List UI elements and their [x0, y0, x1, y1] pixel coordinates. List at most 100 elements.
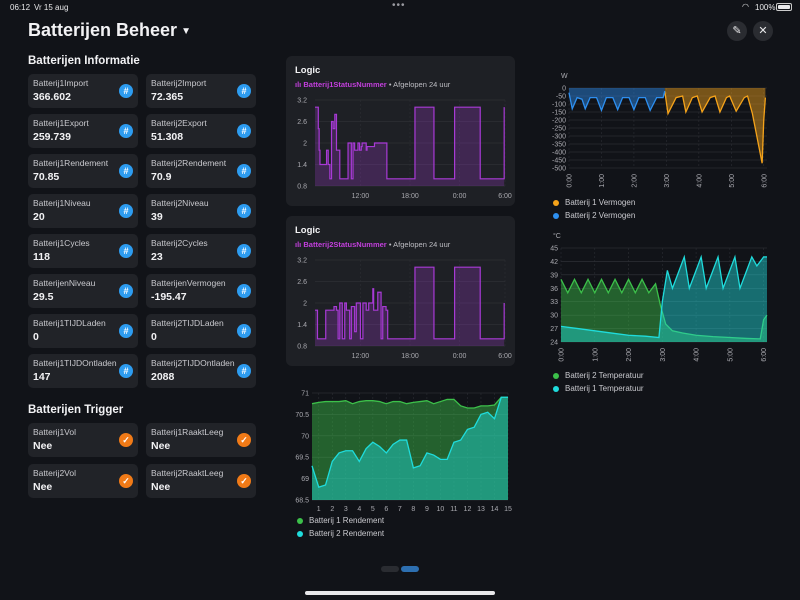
- hash-icon[interactable]: #: [237, 284, 251, 298]
- tile-batterijenniveau[interactable]: BatterijenNiveau 29.5 #: [28, 274, 138, 308]
- x-tick-label: 0:00: [567, 174, 574, 188]
- y-tick-label: 0.8: [297, 344, 307, 351]
- y-tick-label: -450: [552, 158, 566, 165]
- hash-icon[interactable]: #: [237, 84, 251, 98]
- logic-chart-1: 3.2 2.6 2 1.4 0.8 12:00 18:00 0:00 6:00: [297, 98, 512, 201]
- tile-batterij1niveau[interactable]: Batterij1Niveau 20 #: [28, 194, 138, 228]
- info-section-title: Batterijen Informatie: [28, 55, 140, 67]
- x-tick-label: 7: [398, 506, 402, 513]
- y-tick-label: -200: [552, 118, 566, 125]
- tile-batterij2niveau[interactable]: Batterij2Niveau 39 #: [146, 194, 256, 228]
- check-icon[interactable]: ✓: [119, 433, 133, 447]
- hash-icon[interactable]: #: [237, 364, 251, 378]
- hash-icon[interactable]: #: [119, 84, 133, 98]
- tile-batterij1tijdontladen[interactable]: Batterij1TIJDOntladen 147 #: [28, 354, 138, 388]
- y-tick-label: -50: [556, 94, 566, 101]
- tile-batterij2vol[interactable]: Batterij2Vol Nee ✓: [28, 464, 138, 498]
- tile-batterij2raaktleeg[interactable]: Batterij2RaaktLeeg Nee ✓: [146, 464, 256, 498]
- check-icon[interactable]: ✓: [237, 474, 251, 488]
- y-tick-label: 2: [303, 141, 307, 148]
- tile-label: Batterij2TIJDOntladen: [151, 358, 235, 368]
- hash-icon[interactable]: #: [237, 324, 251, 338]
- entity-name[interactable]: Batterij1StatusNummer: [303, 80, 387, 89]
- tile-label: Batterij1TIJDOntladen: [33, 358, 117, 368]
- legend-temp-1[interactable]: Batterij 2 Temperatuur: [553, 371, 644, 380]
- close-button[interactable]: ✕: [753, 21, 773, 41]
- tile-value: 39: [151, 211, 163, 223]
- legend-verm-2[interactable]: Batterij 2 Vermogen: [553, 211, 635, 220]
- hash-icon[interactable]: #: [237, 204, 251, 218]
- y-tick-label: 24: [550, 340, 558, 347]
- page-dot-2[interactable]: [401, 566, 419, 572]
- tile-label: Batterij2Niveau: [151, 198, 209, 208]
- tile-batterij2rendement[interactable]: Batterij2Rendement 70.9 #: [146, 154, 256, 188]
- tile-label: Batterij1Cycles: [33, 238, 90, 248]
- tile-value: 23: [151, 251, 163, 263]
- tile-batterij1tijdladen[interactable]: Batterij1TIJDLaden 0 #: [28, 314, 138, 348]
- tile-batterij2cycles[interactable]: Batterij2Cycles 23 #: [146, 234, 256, 268]
- y-tick-label: 68.5: [295, 498, 309, 505]
- hash-icon[interactable]: #: [237, 124, 251, 138]
- y-tick-label: 3.2: [297, 258, 307, 265]
- chevron-down-icon[interactable]: ▼: [181, 25, 191, 37]
- series-line: [315, 106, 505, 180]
- entity-name[interactable]: Batterij2StatusNummer: [303, 240, 387, 249]
- series-area-2: [561, 256, 767, 342]
- y-tick-label: -100: [552, 102, 566, 109]
- hash-icon[interactable]: #: [119, 164, 133, 178]
- legend-dot-icon: [553, 372, 559, 379]
- tile-batterij2export[interactable]: Batterij2Export 51.308 #: [146, 114, 256, 148]
- series-area-1: [664, 88, 766, 164]
- multitask-dots-icon[interactable]: •••: [392, 0, 406, 11]
- legend-temp-2[interactable]: Batterij 1 Temperatuur: [553, 384, 644, 393]
- series-line-1: [664, 91, 767, 164]
- legend-rend-1[interactable]: Batterij 1 Rendement: [297, 516, 384, 525]
- y-tick-label: 0.8: [297, 184, 307, 191]
- tile-batterij1import[interactable]: Batterij1Import 366.602 #: [28, 74, 138, 108]
- check-icon[interactable]: ✓: [119, 474, 133, 488]
- y-tick-label: 1.4: [297, 162, 307, 169]
- check-icon[interactable]: ✓: [237, 433, 251, 447]
- tile-label: Batterij1Vol: [33, 427, 76, 437]
- tile-batterijenvermogen[interactable]: BatterijenVermogen -195.47 #: [146, 274, 256, 308]
- tile-batterij2tijdontladen[interactable]: Batterij2TIJDOntladen 2088 #: [146, 354, 256, 388]
- edit-button[interactable]: ✎: [727, 21, 747, 41]
- y-tick-label: -150: [552, 110, 566, 117]
- hash-icon[interactable]: #: [119, 124, 133, 138]
- hash-icon[interactable]: #: [237, 164, 251, 178]
- tile-label: Batterij2Rendement: [151, 158, 227, 168]
- tile-batterij1raaktleeg[interactable]: Batterij1RaaktLeeg Nee ✓: [146, 423, 256, 457]
- tile-value: 366.602: [33, 91, 71, 103]
- hash-icon[interactable]: #: [119, 364, 133, 378]
- tile-batterij1cycles[interactable]: Batterij1Cycles 118 #: [28, 234, 138, 268]
- legend-rend-2[interactable]: Batterij 2 Rendement: [297, 529, 384, 538]
- page-title[interactable]: Batterijen Beheer ▼: [28, 20, 191, 41]
- tile-batterij1vol[interactable]: Batterij1Vol Nee ✓: [28, 423, 138, 457]
- status-date: Vr 15 aug: [34, 3, 69, 12]
- hash-icon[interactable]: #: [119, 244, 133, 258]
- hash-icon[interactable]: #: [119, 324, 133, 338]
- home-indicator[interactable]: [305, 591, 495, 595]
- logic-card-2[interactable]: Logic ılı Batterij2StatusNummer • Afgelo…: [286, 216, 515, 366]
- tile-batterij1export[interactable]: Batterij1Export 259.739 #: [28, 114, 138, 148]
- period-label: • Afgelopen 24 uur: [388, 240, 451, 249]
- page-dot-1[interactable]: [381, 566, 399, 572]
- tile-value: 2088: [151, 371, 175, 383]
- pencil-icon: ✎: [732, 25, 742, 37]
- x-tick-label: 3:00: [664, 174, 671, 188]
- hash-icon[interactable]: #: [119, 204, 133, 218]
- tile-value: Nee: [33, 481, 53, 493]
- series-area: [315, 267, 505, 346]
- tile-batterij2tijdladen[interactable]: Batterij2TIJDLaden 0 #: [146, 314, 256, 348]
- tile-batterij1rendement[interactable]: Batterij1Rendement 70.85 #: [28, 154, 138, 188]
- legend-dot-icon: [553, 212, 559, 219]
- hash-icon[interactable]: #: [237, 244, 251, 258]
- x-tick-label: 14: [491, 506, 499, 513]
- tile-batterij2import[interactable]: Batterij2Import 72.365 #: [146, 74, 256, 108]
- legend-verm-1[interactable]: Batterij 1 Vermogen: [553, 198, 635, 207]
- logic-card-1[interactable]: Logic ılı Batterij1StatusNummer • Afgelo…: [286, 56, 515, 206]
- hash-icon[interactable]: #: [119, 284, 133, 298]
- page-indicator[interactable]: [381, 566, 419, 572]
- tile-label: Batterij1Import: [33, 78, 89, 88]
- card-title: Logic: [295, 65, 321, 76]
